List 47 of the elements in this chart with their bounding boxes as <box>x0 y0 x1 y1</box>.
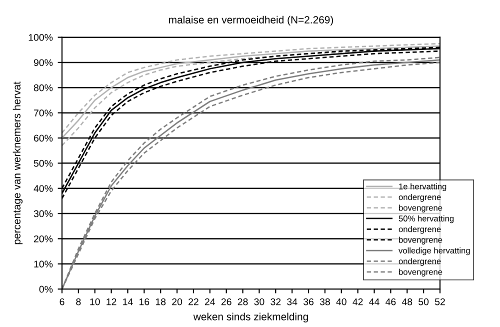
y-tick-label: 0% <box>39 286 53 293</box>
chart-title: malaise en vermoeidheid (N=2.269) <box>169 16 334 26</box>
x-tick-label: 40 <box>336 298 346 306</box>
x-tick-label: 42 <box>352 298 363 306</box>
x-tick-label: 38 <box>320 298 330 306</box>
y-tick-label: 30% <box>34 210 53 218</box>
x-tick-label: 36 <box>303 298 314 306</box>
y-tick-label: 50% <box>34 160 53 167</box>
y-tick-label: 60% <box>34 134 53 142</box>
x-tick-label: 16 <box>140 298 150 306</box>
legend-label: 50% hervatting <box>398 215 454 224</box>
y-tick-label: 100% <box>28 34 53 41</box>
x-axis-title: weken sinds ziekmelding <box>193 312 308 322</box>
x-tick-label: 26 <box>221 298 232 306</box>
y-tick-label: 90% <box>34 59 53 66</box>
legend-label: ondergrene <box>398 226 441 234</box>
x-tick-label: 12 <box>106 298 116 306</box>
x-tick-label: 6 <box>60 298 64 306</box>
x-tick-label: 52 <box>434 298 445 306</box>
y-axis-title: percentage van werknemers hervat <box>12 82 23 244</box>
y-tick-label: 10% <box>34 260 53 268</box>
x-tick-label: 18 <box>156 298 166 306</box>
y-tick-label: 70% <box>34 110 53 116</box>
legend-label: bovengrene <box>399 204 442 212</box>
x-tick-label: 28 <box>238 298 248 306</box>
x-tick-label: 46 <box>386 298 396 306</box>
x-tick-label: 14 <box>123 298 133 306</box>
legend-label: 1e hervatting <box>399 183 446 192</box>
x-tick-label: 22 <box>188 298 198 306</box>
y-tick-label: 80% <box>34 84 53 92</box>
x-tick-label: 34 <box>287 298 298 306</box>
x-tick-label: 30 <box>254 298 264 306</box>
y-tick-label: 20% <box>34 235 53 242</box>
x-tick-label: 44 <box>369 298 380 306</box>
legend-label: bovengrene <box>399 236 442 244</box>
y-tick-label: 40% <box>34 185 53 192</box>
legend-label: ondergrene <box>398 258 441 266</box>
legend-label: volledige hervatting <box>398 247 470 256</box>
x-tick-label: 8 <box>76 298 81 306</box>
legend-label: bovengrene <box>399 268 442 277</box>
x-tick-label: 32 <box>270 298 281 306</box>
legend-label: ondergrene <box>398 194 441 202</box>
x-tick-label: 50 <box>418 298 429 306</box>
x-tick-label: 48 <box>402 298 412 306</box>
x-tick-label: 24 <box>204 298 216 306</box>
x-tick-label: 10 <box>90 298 100 306</box>
x-tick-label: 20 <box>172 298 182 306</box>
